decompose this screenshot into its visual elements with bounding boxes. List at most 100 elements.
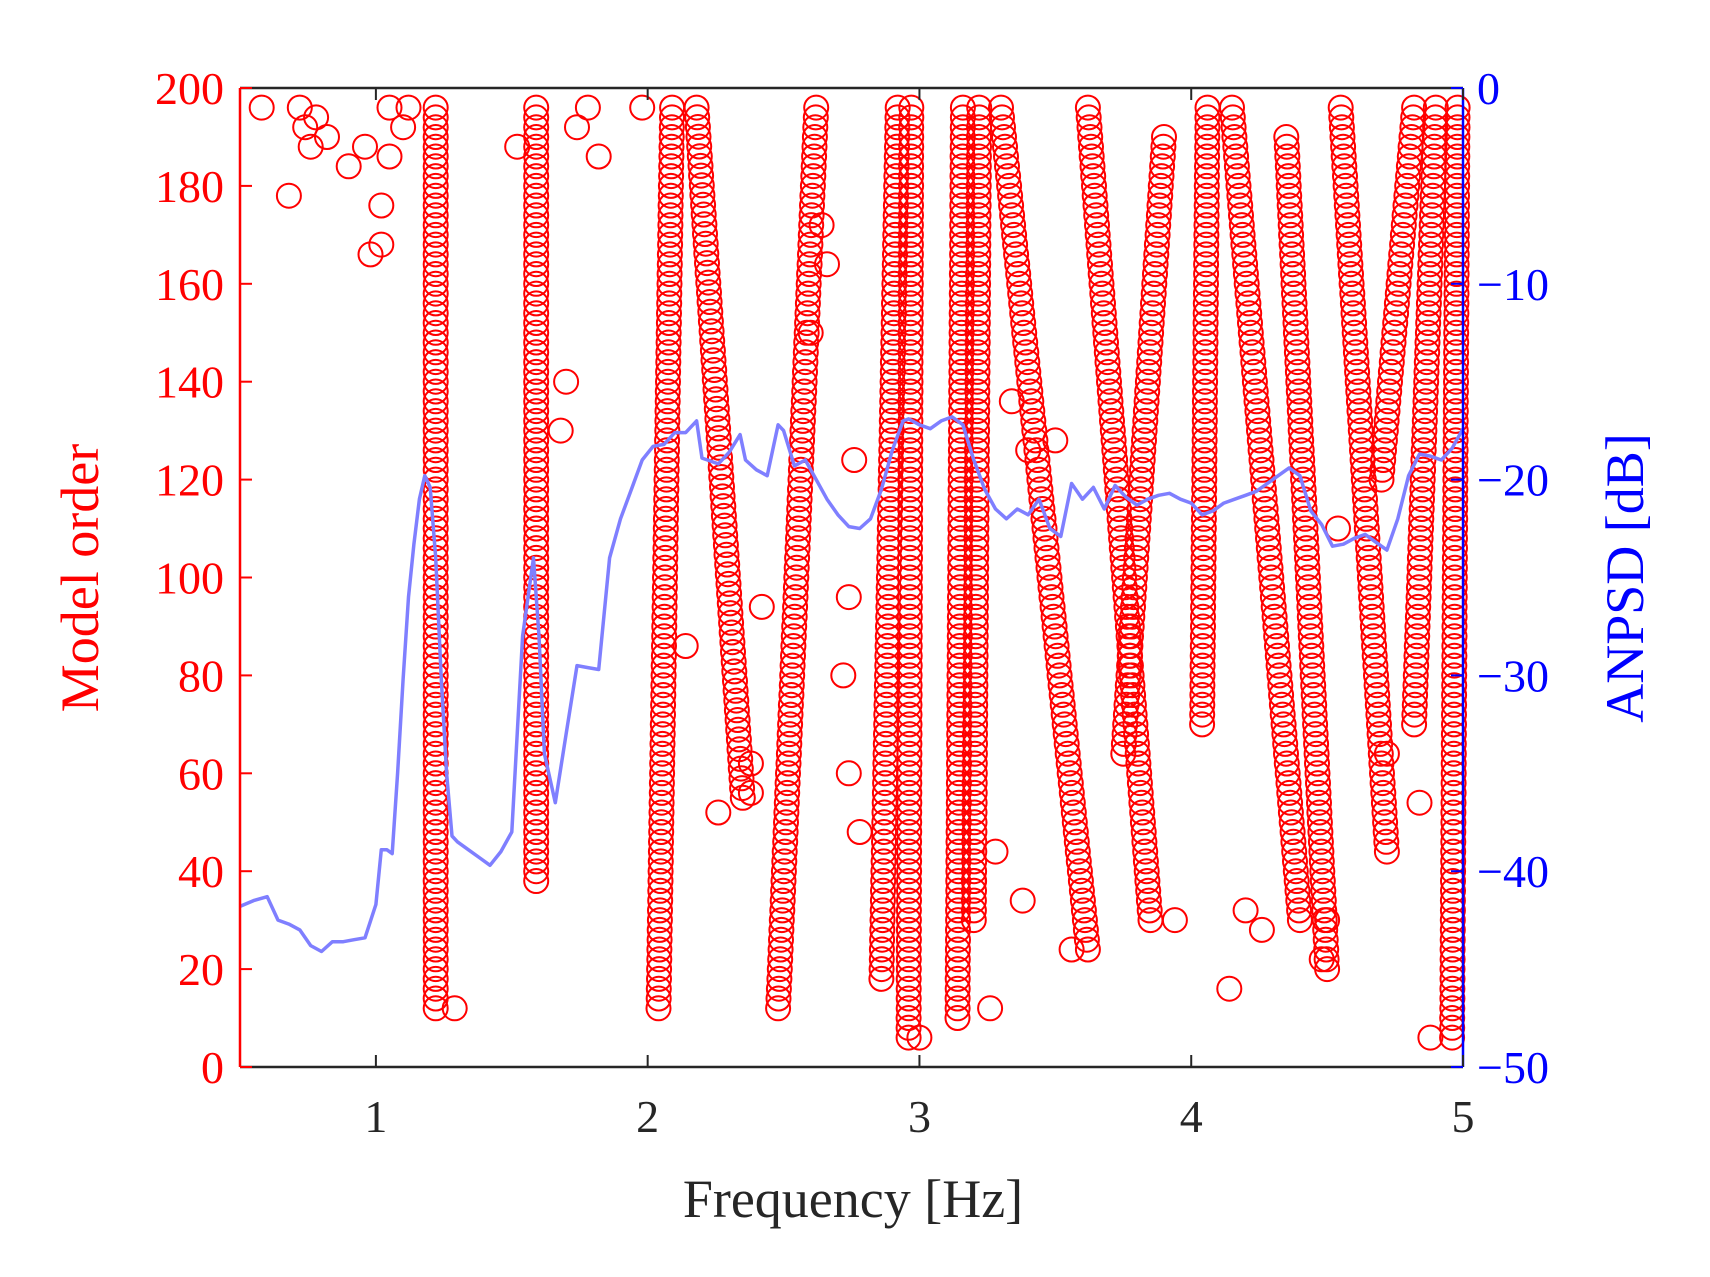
pole-marker <box>1364 691 1391 718</box>
pole-marker <box>653 496 680 522</box>
pole-marker <box>1418 231 1444 258</box>
pole-marker <box>897 329 924 356</box>
pole-marker <box>422 358 449 385</box>
pole-marker <box>1259 584 1286 611</box>
pole-marker <box>1024 447 1051 473</box>
pole-marker <box>963 544 990 571</box>
pole-marker <box>1221 124 1248 150</box>
pole-marker <box>947 574 974 601</box>
pole-marker <box>654 398 681 425</box>
pole-marker <box>1161 907 1188 934</box>
pole-marker <box>1190 584 1217 611</box>
pole-marker <box>1244 398 1271 425</box>
y2-tick-label: −30 <box>1477 650 1549 701</box>
pole-marker <box>1356 564 1383 591</box>
pole-marker <box>784 535 811 562</box>
pole-marker <box>791 378 818 405</box>
pole-marker <box>523 770 550 797</box>
pole-marker <box>881 290 907 317</box>
pole-marker <box>523 153 550 180</box>
pole-marker <box>895 946 922 973</box>
pole-marker <box>1016 368 1043 395</box>
pole-marker <box>1359 603 1386 630</box>
pole-marker <box>1440 770 1467 797</box>
y-tick-label: 160 <box>155 259 224 310</box>
pole-marker <box>775 760 801 787</box>
pole-marker <box>1087 261 1114 287</box>
pole-marker <box>794 290 821 317</box>
pole-marker <box>896 574 923 601</box>
pole-marker <box>963 525 990 552</box>
pole-marker <box>787 456 814 483</box>
pole-marker <box>1137 329 1164 356</box>
pole-marker <box>655 339 682 366</box>
pole-marker <box>897 388 924 415</box>
pole-marker <box>647 887 674 914</box>
pole-marker <box>422 907 449 934</box>
pole-marker <box>947 535 974 562</box>
pole-marker <box>1191 398 1218 425</box>
pole-marker <box>523 241 550 268</box>
pole-marker <box>875 564 902 591</box>
pole-marker <box>645 985 672 1012</box>
pole-marker <box>1189 682 1216 708</box>
pole-marker <box>1333 182 1360 209</box>
pole-marker <box>945 887 972 914</box>
pole-marker <box>523 740 550 767</box>
pole-marker <box>1094 349 1121 376</box>
pole-marker <box>1008 290 1035 317</box>
pole-marker <box>1405 593 1432 620</box>
pole-marker <box>803 94 830 121</box>
pole-marker <box>422 437 449 464</box>
pole-marker <box>1018 388 1045 415</box>
pole-marker <box>948 417 974 444</box>
y-tick-label: 20 <box>178 944 224 995</box>
pole-marker <box>775 750 802 777</box>
pole-marker <box>422 799 449 826</box>
pole-marker <box>646 946 673 973</box>
pole-marker <box>368 192 395 219</box>
pole-marker <box>1414 329 1441 356</box>
pole-marker <box>652 525 679 552</box>
pole-marker <box>1389 231 1416 258</box>
pole-marker <box>708 464 735 490</box>
pole-marker <box>717 600 744 627</box>
pole-marker <box>422 172 449 199</box>
pole-marker <box>965 153 992 180</box>
pole-marker <box>1297 613 1324 640</box>
pole-marker <box>881 251 908 278</box>
pole-marker <box>647 858 674 885</box>
pole-marker <box>422 192 449 219</box>
pole-marker <box>948 270 975 297</box>
pole-marker <box>714 561 741 588</box>
pole-marker <box>1194 114 1221 141</box>
pole-marker <box>1006 270 1033 297</box>
pole-marker <box>1360 623 1387 650</box>
pole-marker <box>792 349 819 376</box>
pole-marker <box>720 639 746 665</box>
pole-marker <box>1264 633 1290 659</box>
pole-marker <box>965 192 992 219</box>
pole-marker <box>1439 907 1466 934</box>
pole-marker <box>1003 241 1030 268</box>
pole-marker <box>782 584 809 611</box>
pole-marker <box>523 114 550 141</box>
pole-marker <box>1306 789 1332 816</box>
pole-marker <box>1443 310 1470 336</box>
pole-marker <box>946 691 973 718</box>
pole-marker <box>1408 515 1434 542</box>
pole-marker <box>944 965 971 992</box>
pole-marker <box>1387 251 1414 278</box>
pole-marker <box>1285 368 1312 395</box>
pole-marker <box>773 809 799 836</box>
pole-marker <box>789 417 816 444</box>
pole-marker <box>692 230 719 257</box>
pole-marker <box>962 730 988 757</box>
pole-marker <box>1091 310 1118 336</box>
pole-marker <box>1123 544 1150 571</box>
pole-marker <box>1015 358 1042 385</box>
pole-marker <box>1441 682 1468 708</box>
pole-marker <box>1192 339 1219 366</box>
pole-marker <box>652 564 678 591</box>
pole-marker <box>1442 378 1469 405</box>
